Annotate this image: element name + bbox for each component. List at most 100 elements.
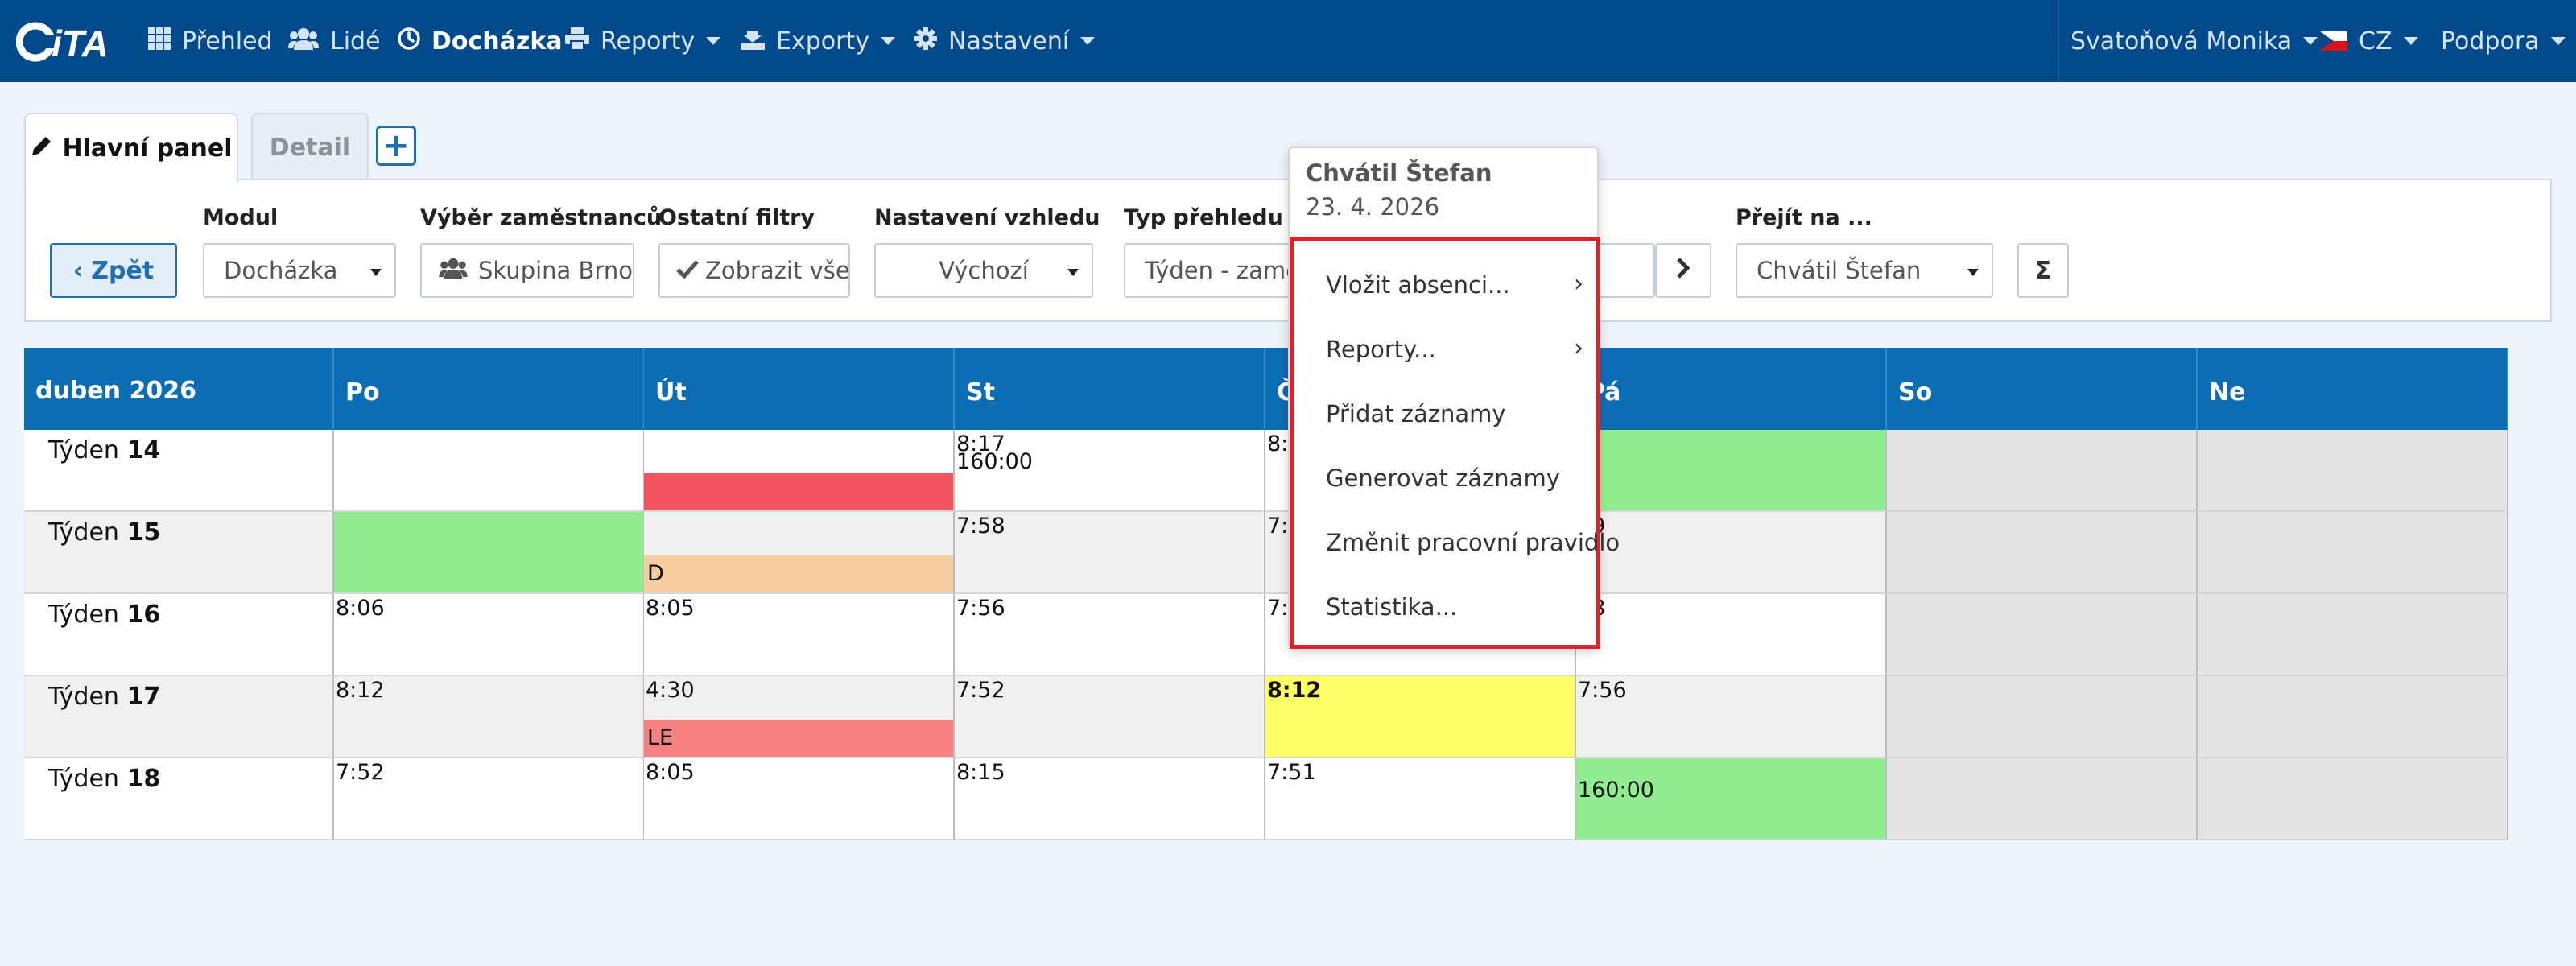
cell-time: 8: (1267, 431, 1289, 456)
day-cell[interactable] (2198, 430, 2508, 512)
day-cell[interactable]: 8:15 (955, 758, 1265, 840)
cell-time: 7:56 (1578, 678, 1627, 703)
nav-item-overview[interactable]: Přehled (148, 0, 273, 82)
day-cell[interactable]: 39 (1576, 512, 1887, 594)
ita-logo[interactable]: iTA (16, 18, 122, 64)
menu-item-statistics[interactable]: Statistika... (1326, 593, 1458, 621)
day-cell[interactable] (334, 512, 645, 594)
day-cell[interactable] (644, 430, 955, 512)
module-value: Docházka (224, 257, 338, 284)
cell-time: 8:05 (646, 760, 695, 785)
day-cell[interactable]: 7:56 (955, 594, 1265, 676)
other-filters-button[interactable]: Zobrazit vše (658, 243, 850, 298)
menu-item-generate-records[interactable]: Generovat záznamy (1326, 464, 1560, 492)
sigma-icon: Σ (2034, 256, 2052, 285)
day-cell[interactable] (2198, 676, 2508, 758)
goto-value: Chvátil Štefan (1757, 257, 1922, 284)
day-cell[interactable]: 7:52 (334, 758, 645, 840)
day-cell[interactable]: 8:12 (334, 676, 645, 758)
week-prefix: Týden (48, 436, 119, 464)
day-cell[interactable] (1887, 676, 2198, 758)
day-cell[interactable]: 160:00 (1576, 758, 1887, 840)
caret-down-icon (1967, 269, 1979, 276)
day-cell[interactable]: 8:05 (644, 594, 955, 676)
day-cell[interactable] (2198, 594, 2508, 676)
week-prefix: Týden (48, 601, 119, 629)
user-menu[interactable]: Svatoňová Monika (2070, 0, 2318, 82)
top-navbar: iTA Přehled Lidé Docházka Reporty Export… (0, 0, 2576, 82)
sum-button[interactable]: Σ (2017, 243, 2069, 298)
language-menu[interactable]: CZ (2320, 0, 2418, 82)
next-button[interactable] (1655, 243, 1711, 298)
logo-text: iTA (52, 23, 109, 64)
day-cell[interactable] (1887, 512, 2198, 594)
day-cell[interactable]: 8:06 (334, 594, 645, 676)
cell-time: 4:30 (646, 678, 695, 703)
nav-item-people[interactable]: Lidé (288, 0, 381, 82)
week-row-label: Týden 14 (24, 430, 334, 512)
day-cell[interactable] (1887, 758, 2198, 840)
week-row-label: Týden 17 (24, 676, 334, 758)
day-cell[interactable] (2198, 512, 2508, 594)
cell-time: 7:52 (336, 760, 385, 785)
day-header: Pá (1576, 348, 1887, 430)
goto-label: Přejít na ... (1736, 205, 1872, 230)
day-cell[interactable]: 8:17 160:00 (955, 430, 1265, 512)
caret-down-icon (370, 269, 382, 276)
day-cell[interactable] (1887, 430, 2198, 512)
menu-item-reports[interactable]: Reporty... (1326, 336, 1436, 363)
menu-highlight-box: Vložit absenci... › Reporty... › Přidat … (1290, 237, 1620, 649)
day-cell[interactable]: 8:12 (1265, 676, 1576, 758)
goto-select[interactable]: Chvátil Štefan (1736, 243, 1993, 298)
add-tab-button[interactable]: + (376, 126, 416, 166)
day-header: So (1887, 348, 2198, 430)
back-button[interactable]: ‹ Zpět (50, 243, 177, 298)
absence-bar[interactable] (644, 473, 953, 510)
nav-item-reports[interactable]: Reporty (565, 0, 721, 82)
appearance-select[interactable]: Výchozí (874, 243, 1093, 298)
chevron-down-icon (1080, 37, 1096, 45)
back-label: Zpět (91, 256, 155, 285)
other-filters-label: Ostatní filtry (658, 205, 815, 230)
nav-item-settings[interactable]: Nastavení (914, 0, 1096, 82)
support-label: Podpora (2441, 27, 2540, 56)
chevron-down-icon (2550, 37, 2566, 45)
day-cell[interactable]: 7:58 (955, 512, 1265, 594)
day-header: St (955, 348, 1265, 430)
day-cell[interactable] (334, 430, 645, 512)
week-number: 17 (126, 683, 161, 711)
week-label: Týden 18 (48, 765, 160, 793)
day-cell[interactable]: 7:51 (1265, 758, 1576, 840)
day-cell[interactable]: 7:52 (955, 676, 1265, 758)
calendar-month-header: duben 2026 (24, 348, 334, 430)
menu-item-add-records[interactable]: Přidat záznamy (1326, 400, 1506, 427)
day-cell[interactable] (1887, 594, 2198, 676)
plus-icon: + (382, 127, 410, 164)
tab-main-panel[interactable]: Hlavní panel (24, 113, 238, 182)
week-number: 16 (126, 601, 161, 629)
day-cell[interactable]: 4:30 LE (644, 676, 955, 758)
cell-time: 8:05 (646, 596, 695, 621)
nav-item-attendance[interactable]: Docházka (398, 0, 563, 82)
absence-bar[interactable]: D (644, 555, 953, 592)
absence-bar[interactable]: LE (644, 720, 953, 757)
day-cell[interactable] (1576, 430, 1887, 512)
menu-item-change-work-rule[interactable]: Změnit pracovní pravidlo (1326, 529, 1620, 556)
popup-date: 23. 4. 2026 (1306, 193, 1440, 221)
day-cell[interactable]: 8:05 (644, 758, 955, 840)
cell-time: 8:15 (956, 760, 1005, 785)
tab-detail[interactable]: Detail (251, 113, 369, 180)
support-menu[interactable]: Podpora (2441, 0, 2566, 82)
nav-item-exports[interactable]: Exporty (741, 0, 895, 82)
day-cell[interactable]: D (644, 512, 955, 594)
day-cell[interactable] (2198, 758, 2508, 840)
nav-label: Nastavení (948, 27, 1070, 56)
module-select[interactable]: Docházka (203, 243, 396, 298)
day-cell[interactable]: 48 (1576, 594, 1887, 676)
menu-item-insert-absence[interactable]: Vložit absenci... (1326, 271, 1510, 299)
tab-label: Detail (269, 133, 351, 162)
tab-label: Hlavní panel (62, 134, 233, 163)
employees-button[interactable]: Skupina Brno (420, 243, 634, 298)
day-cell[interactable]: 7:56 (1576, 676, 1887, 758)
view-type-label: Typ přehledu (1124, 205, 1283, 230)
